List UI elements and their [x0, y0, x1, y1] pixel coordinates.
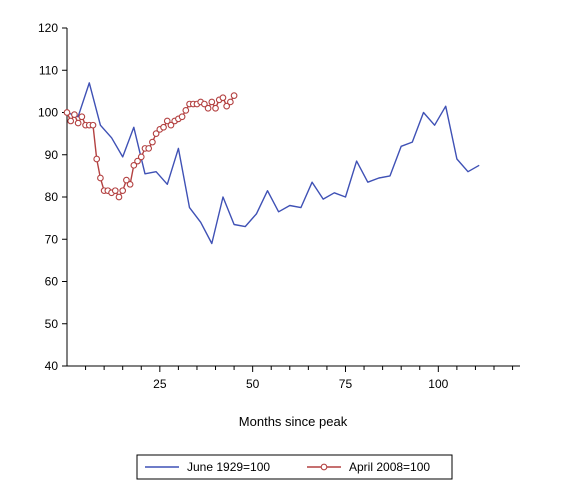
y-tick-label: 110: [39, 63, 58, 77]
legend-marker-2: [320, 463, 328, 471]
series-2-point: [78, 113, 86, 121]
y-tick-label: 50: [45, 317, 59, 331]
x-tick-label: 75: [339, 377, 353, 391]
x-tick-label: 50: [246, 377, 260, 391]
series-2-point: [134, 157, 141, 165]
y-tick-label: 120: [38, 21, 58, 35]
series-2-point: [149, 138, 156, 146]
series-2-point: [167, 121, 175, 129]
series-2-point: [178, 113, 186, 121]
series-2-point: [67, 117, 75, 125]
series-2-point: [115, 193, 123, 201]
x-axis: 25 50 75 100: [67, 365, 520, 391]
series-2-point: [71, 111, 78, 118]
series-2-point: [152, 130, 160, 137]
legend-label-1: June 1929=100: [187, 460, 270, 474]
y-tick-label: 100: [38, 106, 58, 120]
y-tick-label: 70: [45, 232, 59, 246]
series-2-point: [208, 98, 216, 106]
series-2-point: [97, 174, 104, 182]
legend-box: [136, 454, 453, 480]
series-line-1: [66, 82, 480, 245]
y-tick-label: 60: [45, 275, 59, 289]
series-2-point: [111, 187, 119, 195]
series-2-point: [89, 121, 97, 129]
series-2-point: [212, 104, 219, 112]
legend: June 1929=100 April 2008=100: [136, 454, 453, 480]
legend-label-2: April 2008=100: [349, 460, 430, 474]
series-2-point: [182, 107, 190, 114]
x-axis-title: Months since peak: [239, 414, 348, 429]
y-tick-label: 80: [45, 190, 59, 204]
series-2-point: [130, 161, 138, 169]
series-2-point: [227, 98, 234, 106]
series-2-point: [74, 119, 82, 127]
y-tick-label: 90: [45, 148, 59, 162]
series-2-point: [123, 176, 130, 184]
series-layer: [63, 82, 480, 245]
y-tick-label: 40: [45, 359, 59, 373]
series-2-point: [219, 94, 227, 102]
series-2-point: [163, 117, 171, 125]
series-2-point: [126, 180, 134, 188]
series-2-point: [230, 92, 238, 99]
series-2-point: [119, 187, 127, 195]
x-tick-label: 25: [153, 377, 167, 391]
series-2-point: [160, 123, 167, 131]
series-2-point: [204, 104, 212, 112]
series-2-point: [201, 100, 208, 108]
x-tick-label: 100: [428, 377, 448, 391]
series-2-point: [137, 153, 145, 161]
series-2-point: [93, 155, 101, 163]
series-2-point: [145, 145, 153, 152]
y-axis: 40 50 60 70 80 90 100 110 120: [38, 21, 68, 373]
series-2-point: [63, 109, 71, 116]
series-2-point: [223, 102, 231, 110]
